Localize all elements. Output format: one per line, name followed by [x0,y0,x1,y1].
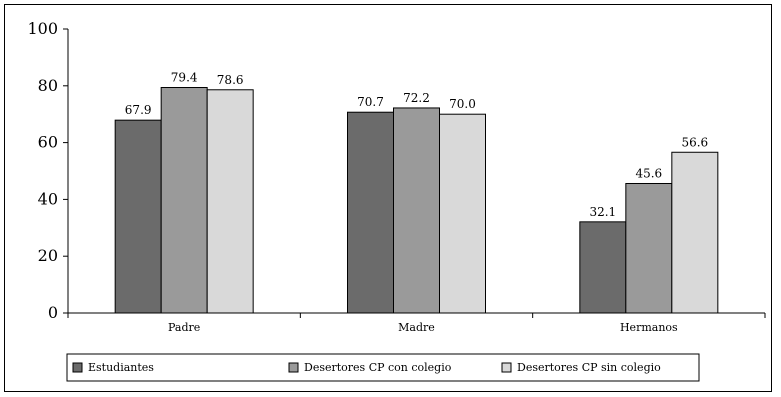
bar [347,111,394,314]
bar [579,221,627,314]
data-label: 70.0 [449,97,476,111]
x-tick-label: Madre [398,321,435,334]
data-label: 79.4 [171,71,198,85]
data-label: 56.6 [681,135,708,149]
legend-swatch [501,362,512,373]
bar [625,182,673,314]
bar [114,119,162,314]
x-tick-label: Padre [168,321,200,334]
data-label: 32.1 [589,205,616,219]
legend-label: Estudiantes [88,361,154,374]
bar [160,87,208,314]
data-label: 72.2 [403,91,430,105]
y-tick-label: 40 [38,189,58,208]
y-tick-label: 80 [38,76,58,95]
data-label: 78.6 [217,73,244,87]
legend-label: Desertores CP con colegio [304,361,452,374]
y-tick-label: 100 [27,19,58,38]
legend-label: Desertores CP sin colegio [517,361,661,374]
legend-swatch [72,362,83,373]
data-label: 45.6 [635,166,662,180]
y-tick-label: 20 [38,246,58,265]
bar [393,107,440,314]
bar [206,89,254,314]
y-tick-label: 0 [48,303,58,322]
legend-swatch [288,362,299,373]
y-tick-label: 60 [38,133,58,152]
legend-box [66,353,700,382]
data-label: 70.7 [357,95,384,109]
x-tick-label: Hermanos [620,321,678,334]
data-label: 67.9 [125,103,152,117]
bar [671,151,719,314]
bar [439,113,486,314]
